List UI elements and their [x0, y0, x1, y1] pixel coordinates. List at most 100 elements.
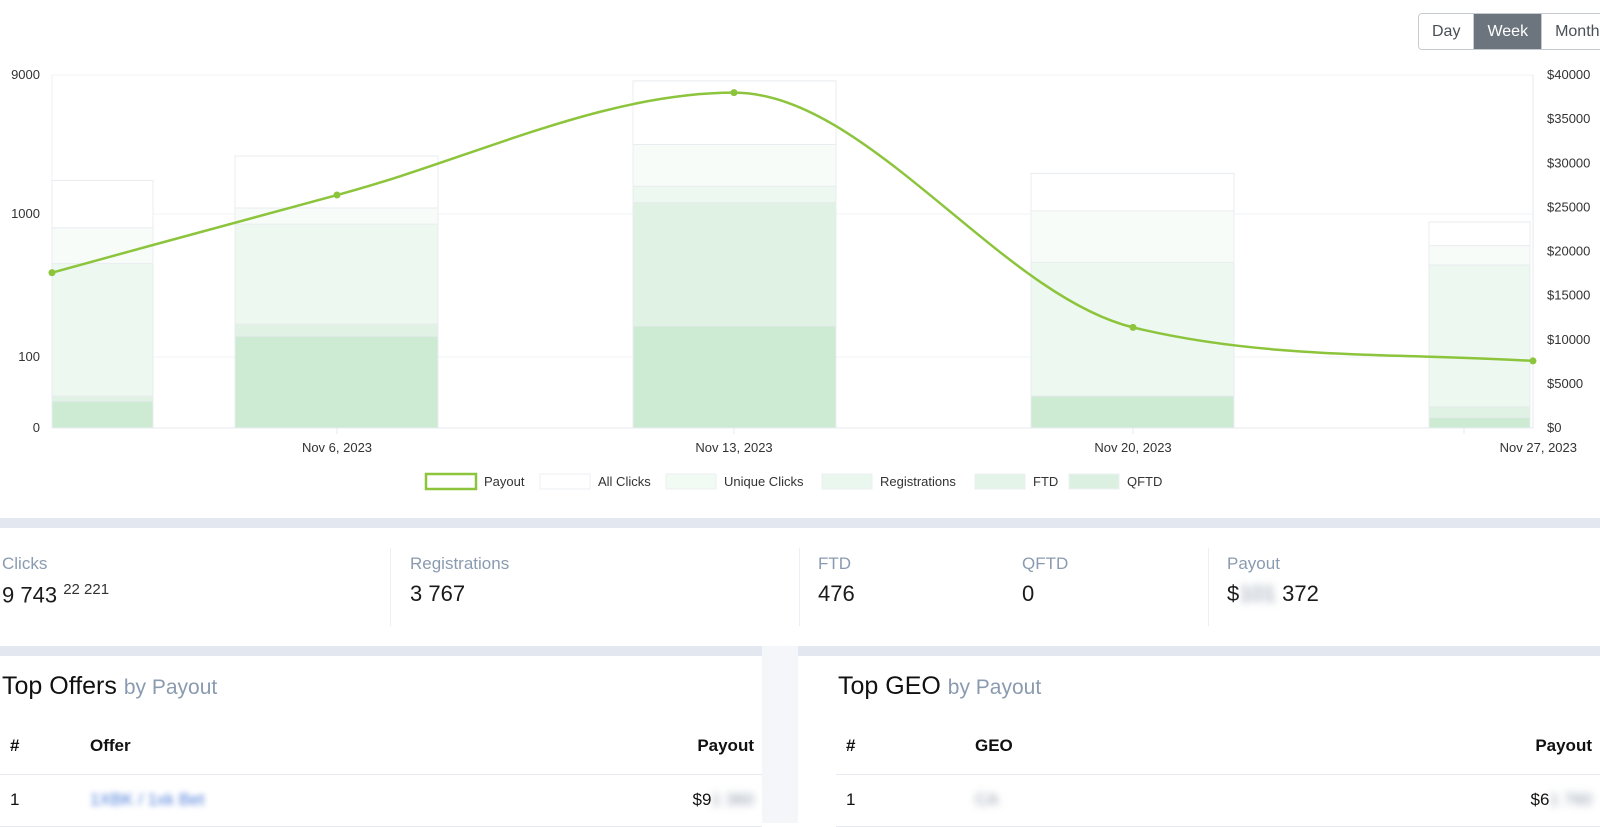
bar-ftd: [632, 201, 837, 429]
payout-point: [1529, 357, 1537, 365]
legend-label: All Clicks: [598, 474, 651, 489]
top-offers-panel: Top Offers by Payout # Offer Payout 1 1X…: [0, 658, 762, 827]
offer-link[interactable]: 1XBK / 1xk Bet: [90, 790, 205, 809]
table-header-row: # GEO Payout: [836, 718, 1600, 775]
top-geo-title: Top GEO by Payout: [838, 672, 1042, 700]
bar-all-clicks: [632, 80, 837, 429]
legend-label: Payout: [484, 474, 525, 489]
legend-swatch: [665, 473, 717, 490]
right-axis-tick: $5000: [1547, 376, 1583, 391]
x-axis-tick: Nov 20, 2023: [1094, 440, 1171, 455]
stat-qftd-value: 0: [1022, 581, 1035, 606]
bar-qftd: [51, 400, 154, 429]
col-payout: Payout: [508, 718, 762, 775]
payout-point: [333, 191, 341, 199]
stat-clicks-value: 9 743 22 221: [2, 581, 110, 608]
stat-payout: Payout $101 372: [1227, 554, 1319, 607]
stat-payout-label: Payout: [1227, 554, 1280, 573]
stat-registrations: Registrations 3 767: [410, 554, 509, 607]
legend-swatch: [974, 473, 1026, 490]
period-month-button[interactable]: Month: [1541, 14, 1600, 49]
chart-panel: 0 100 1000 9000 $0 $5000 $10000 $15000 $20000 $2…: [11, 13, 1600, 491]
row-rank: 1: [836, 774, 975, 827]
bar-qftd: [1428, 416, 1531, 429]
table-header-row: # Offer Payout: [0, 718, 762, 775]
legend-swatch-payout: [424, 472, 478, 491]
bar-qftd: [234, 335, 439, 429]
top-geo-panel: Top GEO by Payout # GEO Payout 1 CA $61 …: [836, 658, 1600, 827]
col-rank: #: [0, 718, 90, 775]
legend-swatch: [1068, 473, 1120, 490]
bar-all-clicks: [1428, 221, 1531, 429]
stat-registrations-value: 3 767: [410, 581, 466, 606]
stat-clicks-secondary: 22 221: [63, 581, 110, 598]
x-axis-tick: Nov 13, 2023: [695, 440, 772, 455]
bar-qftd: [632, 325, 837, 429]
right-axis-tick: $35000: [1547, 111, 1590, 126]
right-axis-tick: $0: [1547, 420, 1561, 435]
period-toggle: Day Week Month: [1418, 13, 1600, 50]
period-day-button[interactable]: Day: [1419, 14, 1474, 49]
chart-bars: [51, 80, 1531, 429]
row-payout: $91 360: [508, 774, 762, 827]
column-gap: [762, 646, 798, 823]
col-payout: Payout: [1195, 718, 1600, 775]
right-axis: $0 $5000 $10000 $15000 $20000 $25000 $30000 $35…: [1547, 67, 1590, 435]
legend-label: Unique Clicks: [724, 474, 804, 489]
x-axis-tick: Nov 6, 2023: [302, 440, 372, 455]
left-axis-tick: 9000: [11, 67, 40, 82]
col-geo: GEO: [975, 718, 1196, 775]
right-axis-tick: $25000: [1547, 199, 1590, 214]
section-divider: [0, 646, 1600, 656]
x-axis-tick: Nov 27, 2023: [1500, 440, 1577, 455]
bar-all-clicks: [1030, 172, 1235, 429]
stat-registrations-label: Registrations: [410, 554, 510, 573]
right-axis-tick: $30000: [1547, 155, 1590, 170]
stats-panel: Clicks 9 743 22 221 Registrations 3 767 …: [0, 530, 1600, 648]
period-week-button[interactable]: Week: [1473, 14, 1542, 49]
chart-legend[interactable]: Payout All Clicks Unique Clicks Registratio…: [424, 472, 1162, 491]
stat-qftd-label: QFTD: [1022, 554, 1069, 573]
section-divider: [0, 518, 1600, 528]
weekly-chart: 0 100 1000 9000 $0 $5000 $10000 $15000 $20000 $2…: [11, 67, 1590, 491]
col-offer: Offer: [90, 718, 509, 775]
col-rank: #: [836, 718, 975, 775]
table-row: 1 CA $61 760: [836, 774, 1600, 827]
stat-divider: [799, 548, 800, 626]
left-axis-tick: 1000: [11, 206, 40, 221]
row-geo: CA: [975, 774, 1196, 827]
top-geo-table: # GEO Payout 1 CA $61 760: [836, 718, 1600, 827]
stat-ftd-label: FTD: [818, 554, 852, 573]
legend-swatch: [821, 473, 873, 490]
row-offer: 1XBK / 1xk Bet: [90, 774, 509, 827]
payout-point: [48, 269, 56, 277]
bar-registrations: [1030, 261, 1235, 429]
right-axis-tick: $20000: [1547, 244, 1590, 259]
top-offers-title: Top Offers by Payout: [2, 672, 218, 700]
bar-registrations: [1428, 264, 1531, 429]
row-rank: 1: [0, 774, 90, 827]
stat-divider: [390, 548, 391, 626]
stat-clicks: Clicks 9 743 22 221: [2, 554, 109, 608]
payout-point: [730, 89, 738, 97]
bar-qftd: [1030, 395, 1235, 429]
legend-label: Registrations: [880, 474, 956, 489]
payout-point: [1129, 323, 1137, 331]
bar-registrations: [632, 185, 837, 429]
stat-divider: [1208, 548, 1209, 626]
stat-ftd: FTD 476: [818, 554, 855, 607]
bar-registrations: [234, 223, 439, 429]
blurred-amount: 101: [1239, 581, 1276, 606]
left-axis-tick: 100: [18, 349, 40, 364]
stat-ftd-value: 476: [818, 581, 855, 606]
row-payout: $61 760: [1195, 774, 1600, 827]
right-axis-tick: $15000: [1547, 288, 1590, 303]
left-axis-tick: 0: [33, 420, 40, 435]
stat-qftd: QFTD 0: [1022, 554, 1068, 607]
left-axis: 0 100 1000 9000: [11, 67, 40, 435]
legend-label: FTD: [1033, 474, 1058, 489]
x-axis: Nov 6, 2023 Nov 13, 2023 Nov 20, 2023 Nov 2…: [302, 428, 1577, 455]
right-axis-tick: $40000: [1547, 67, 1590, 82]
legend-label: QFTD: [1127, 474, 1162, 489]
payout-line-layer: [48, 89, 1537, 365]
